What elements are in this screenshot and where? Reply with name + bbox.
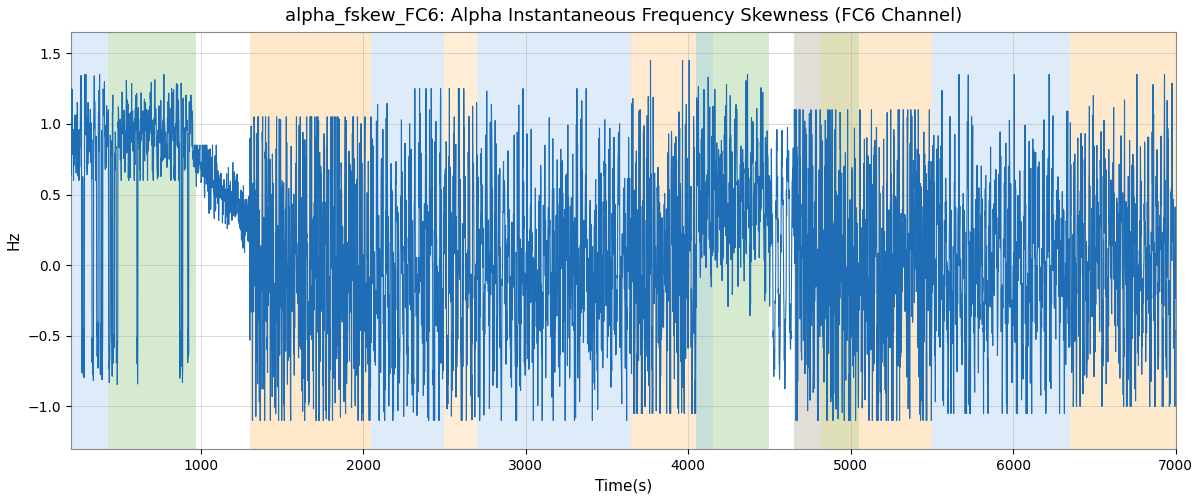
Bar xyxy=(696,32,713,449)
Bar xyxy=(932,32,1070,449)
X-axis label: Time(s): Time(s) xyxy=(594,478,652,493)
Bar xyxy=(793,32,932,449)
Bar xyxy=(371,32,444,449)
Bar xyxy=(696,32,769,449)
Bar xyxy=(250,32,371,449)
Title: alpha_fskew_FC6: Alpha Instantaneous Frequency Skewness (FC6 Channel): alpha_fskew_FC6: Alpha Instantaneous Fre… xyxy=(284,7,962,25)
Bar xyxy=(1070,32,1176,449)
Y-axis label: Hz: Hz xyxy=(7,230,22,250)
Bar xyxy=(821,32,859,449)
Bar xyxy=(444,32,476,449)
Bar xyxy=(631,32,696,449)
Bar xyxy=(71,32,108,449)
Bar xyxy=(793,32,821,449)
Bar xyxy=(108,32,196,449)
Bar xyxy=(476,32,631,449)
